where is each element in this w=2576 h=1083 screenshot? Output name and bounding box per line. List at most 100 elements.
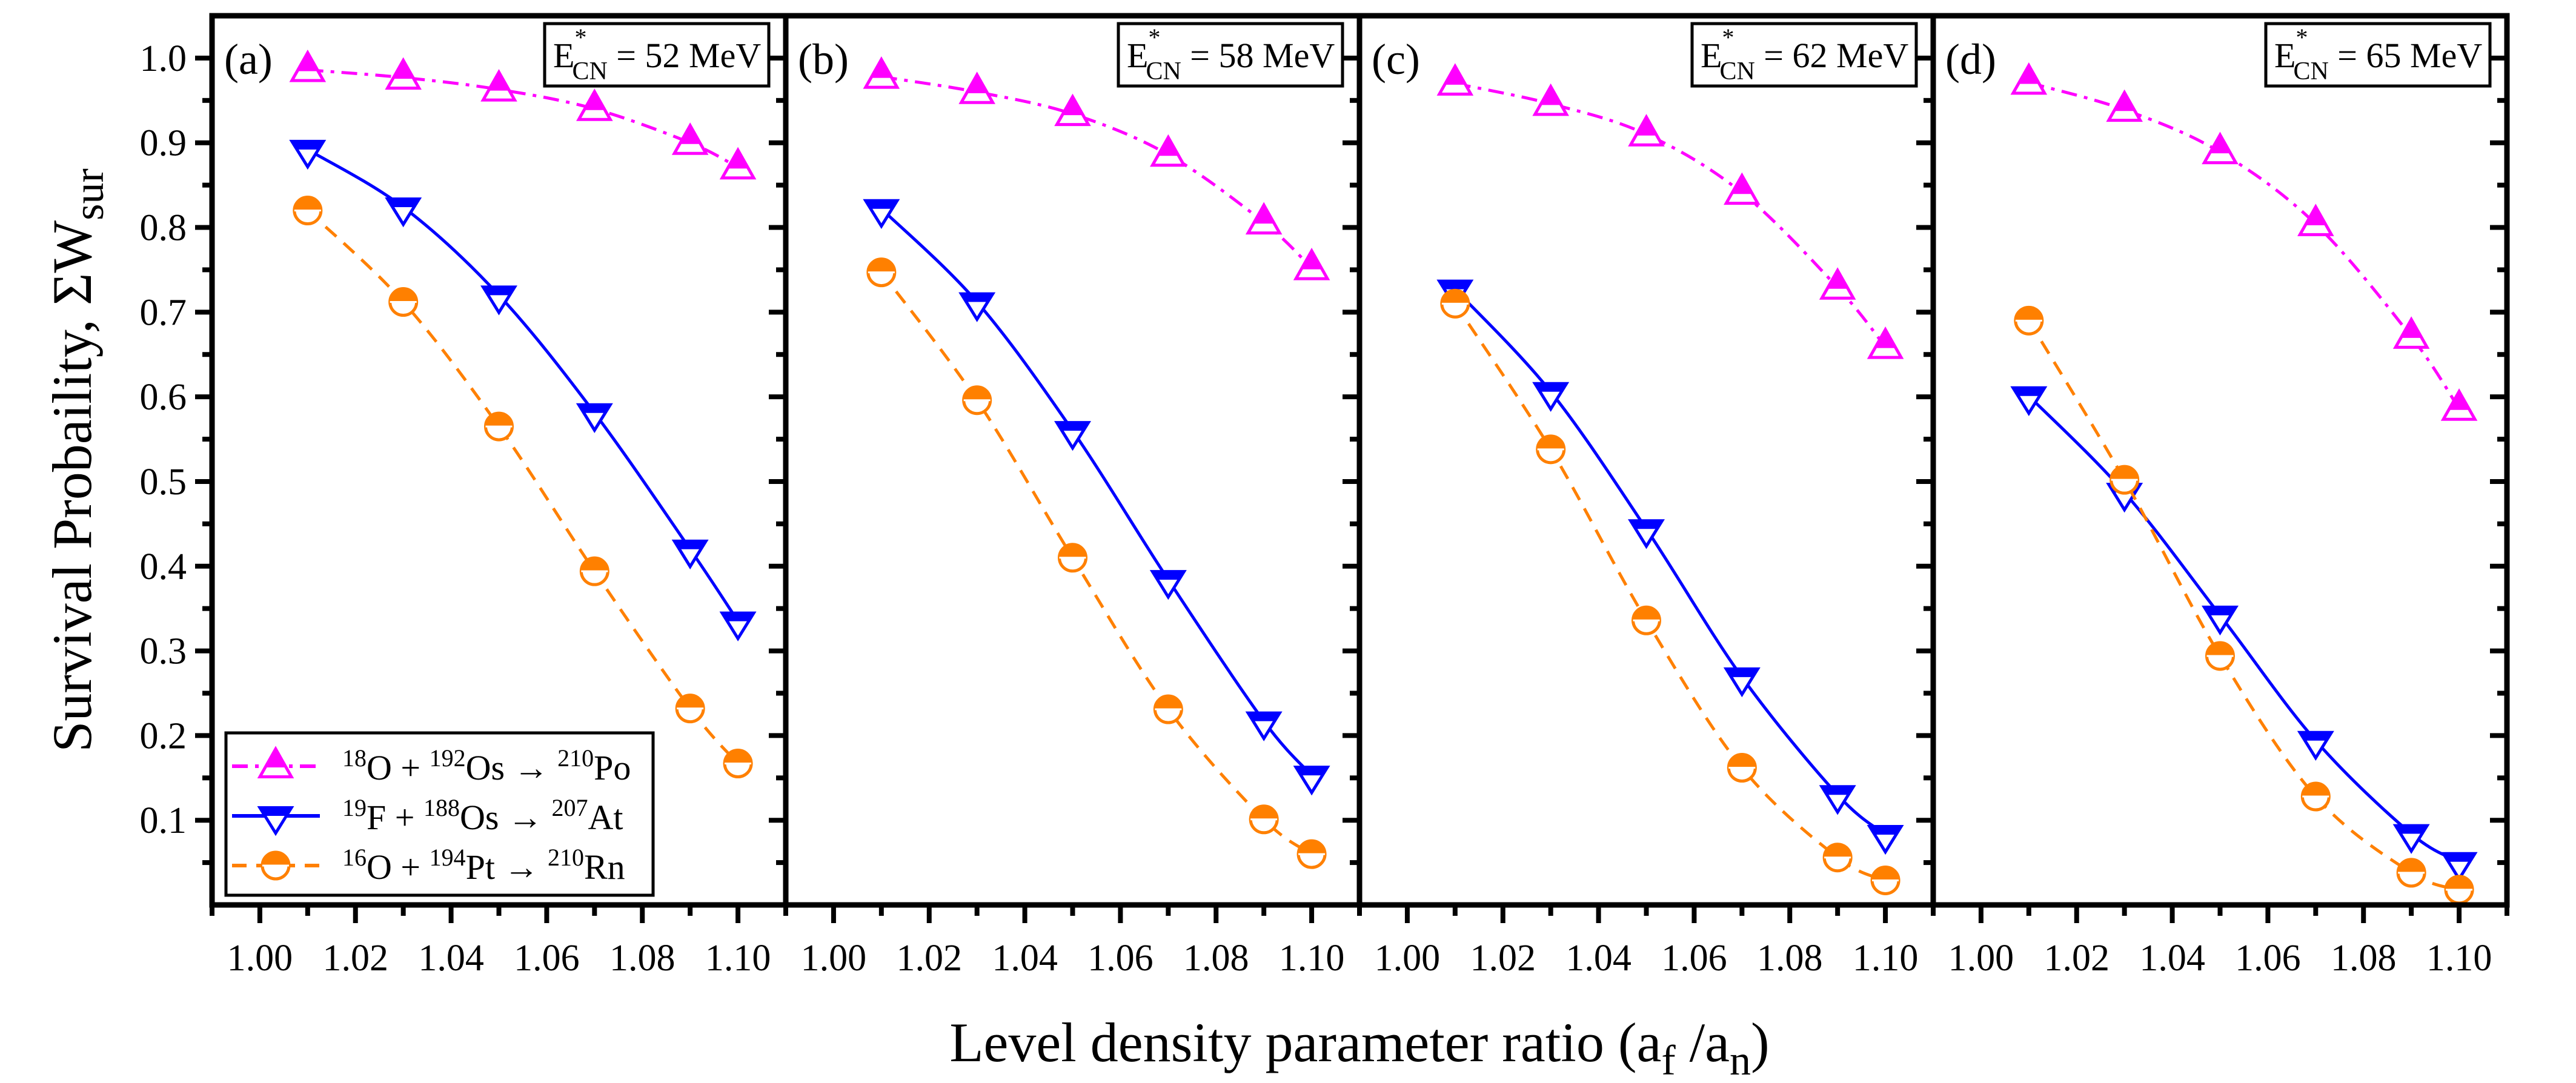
- panel-a: (a) E* CN = 52 MeV: [195, 13, 789, 923]
- panel-c: (c) E* CN = 62 MeV: [1356, 13, 1936, 923]
- series-2: [863, 199, 1330, 796]
- marker-fill: [1441, 290, 1469, 304]
- data-point: [1058, 543, 1087, 573]
- marker-fill: [728, 150, 748, 168]
- data-point: [2202, 605, 2239, 636]
- data-point: [1819, 267, 1856, 300]
- marker-fill: [1158, 137, 1178, 155]
- legend-marker: [257, 746, 294, 778]
- y-axis-title-sub: sur: [66, 168, 113, 220]
- series-line: [307, 68, 739, 169]
- y-tick-labels: 0.1 0.2 0.3 0.4 0.5 0.6 0.7 0.8 0.9 1.0: [140, 38, 187, 841]
- x-tick-label: 1.06: [514, 938, 580, 979]
- data-point: [2110, 465, 2140, 495]
- data-point: [1293, 766, 1330, 796]
- legend-element: O +: [367, 847, 430, 887]
- energy-label: E* CN = 65 MeV: [2274, 24, 2482, 85]
- marker-fill: [1298, 841, 1326, 855]
- marker-fill: [2300, 732, 2332, 741]
- series-line: [1455, 82, 1887, 348]
- series-2: [289, 139, 757, 641]
- data-point: [671, 122, 709, 155]
- legend-element: Os →: [466, 748, 557, 787]
- marker-fill: [1828, 270, 1848, 288]
- marker-fill: [2302, 783, 2329, 797]
- data-point: [385, 197, 422, 228]
- data-point: [1150, 134, 1187, 167]
- marker-fill: [1057, 422, 1089, 431]
- marker-fill: [1155, 696, 1182, 710]
- marker-fill: [2398, 859, 2425, 873]
- marker-fill: [1728, 754, 1756, 768]
- marker-fill: [1822, 786, 1854, 795]
- data-point: [480, 69, 517, 102]
- energy-subscript: CN: [2293, 58, 2328, 85]
- marker-fill: [260, 807, 291, 816]
- data-point: [2440, 852, 2478, 882]
- data-point: [958, 292, 996, 322]
- x-axis-title: Level density parameter ratio (af /an): [949, 1012, 1769, 1083]
- marker-fill: [677, 695, 704, 709]
- x-tick-label: 1.04: [1565, 938, 1632, 979]
- data-point: [385, 57, 422, 90]
- energy-label: E* CN = 58 MeV: [1127, 24, 1335, 85]
- series-line: [1454, 288, 1887, 836]
- series-3: [2014, 305, 2474, 905]
- data-point: [2440, 388, 2478, 421]
- x-tick-label: 1.10: [1279, 938, 1345, 979]
- data-point: [2297, 730, 2334, 761]
- energy-value: = 65 MeV: [2329, 36, 2483, 75]
- marker-fill: [2015, 307, 2042, 321]
- series-line: [881, 75, 1313, 270]
- panels-layer: (a) E* CN = 52 MeV (b) E* CN = 58 MeV (c) E* CN …: [195, 13, 2510, 923]
- marker-fill: [291, 141, 324, 150]
- y-axis-title-main: Survival Probaility, ΣW: [41, 220, 103, 752]
- data-point: [388, 287, 419, 317]
- legend-mass-number: 18: [342, 744, 367, 772]
- marker-fill: [489, 72, 509, 90]
- energy-subscript: CN: [1146, 58, 1181, 85]
- marker-fill: [2402, 319, 2422, 337]
- series-2: [1436, 279, 1904, 855]
- marker-fill: [1732, 175, 1752, 193]
- legend-entry-1: 18O + 192Os → 210Po: [232, 744, 631, 787]
- x-tick-label: 1.06: [1661, 938, 1727, 979]
- marker-fill: [680, 125, 700, 143]
- legend-mass-number: 210: [548, 844, 584, 871]
- data-point: [1293, 248, 1330, 280]
- marker-fill: [1875, 330, 1896, 347]
- data-point: [289, 49, 327, 82]
- marker-fill: [961, 294, 993, 302]
- data-point: [1149, 570, 1187, 600]
- marker-fill: [1254, 205, 1274, 223]
- data-point: [2205, 641, 2235, 671]
- marker-fill: [674, 541, 706, 549]
- legend-mass-number: 194: [430, 844, 466, 871]
- marker-fill: [1824, 844, 1851, 858]
- x-tick-label: 1.10: [1853, 938, 1919, 979]
- x-tick-labels: 1.00 1.02 1.04 1.06 1.08 1.10 1.00 1.02 1.04 1.06…: [227, 938, 2492, 979]
- legend-element: Rn: [584, 847, 625, 887]
- y-axis-title: Survival Probaility, ΣWsur: [41, 168, 113, 752]
- data-point: [1867, 326, 1904, 359]
- panel-d: (d) E* CN = 65 MeV: [1930, 13, 2510, 923]
- series-3: [1440, 288, 1900, 895]
- x-tick-label: 1.10: [2426, 938, 2492, 979]
- marker-fill: [387, 199, 419, 207]
- y-tick-label: 0.5: [140, 462, 187, 503]
- y-tick-label: 0.9: [140, 123, 187, 164]
- series-line: [307, 209, 739, 765]
- panel-tag: (b): [798, 35, 849, 84]
- data-point: [2444, 875, 2474, 905]
- energy-subscript: CN: [572, 58, 607, 85]
- legend-entry-3: 16O + 194Pt → 210Rn: [232, 844, 625, 887]
- series-line: [307, 148, 740, 623]
- marker-fill: [1445, 66, 1465, 84]
- x-axis-title-mid: /a: [1676, 1012, 1730, 1073]
- energy-box: [1690, 22, 1918, 88]
- data-point: [1245, 711, 1283, 741]
- data-point: [1296, 839, 1327, 869]
- energy-superscript: *: [2295, 24, 2308, 51]
- marker-fill: [1250, 806, 1278, 820]
